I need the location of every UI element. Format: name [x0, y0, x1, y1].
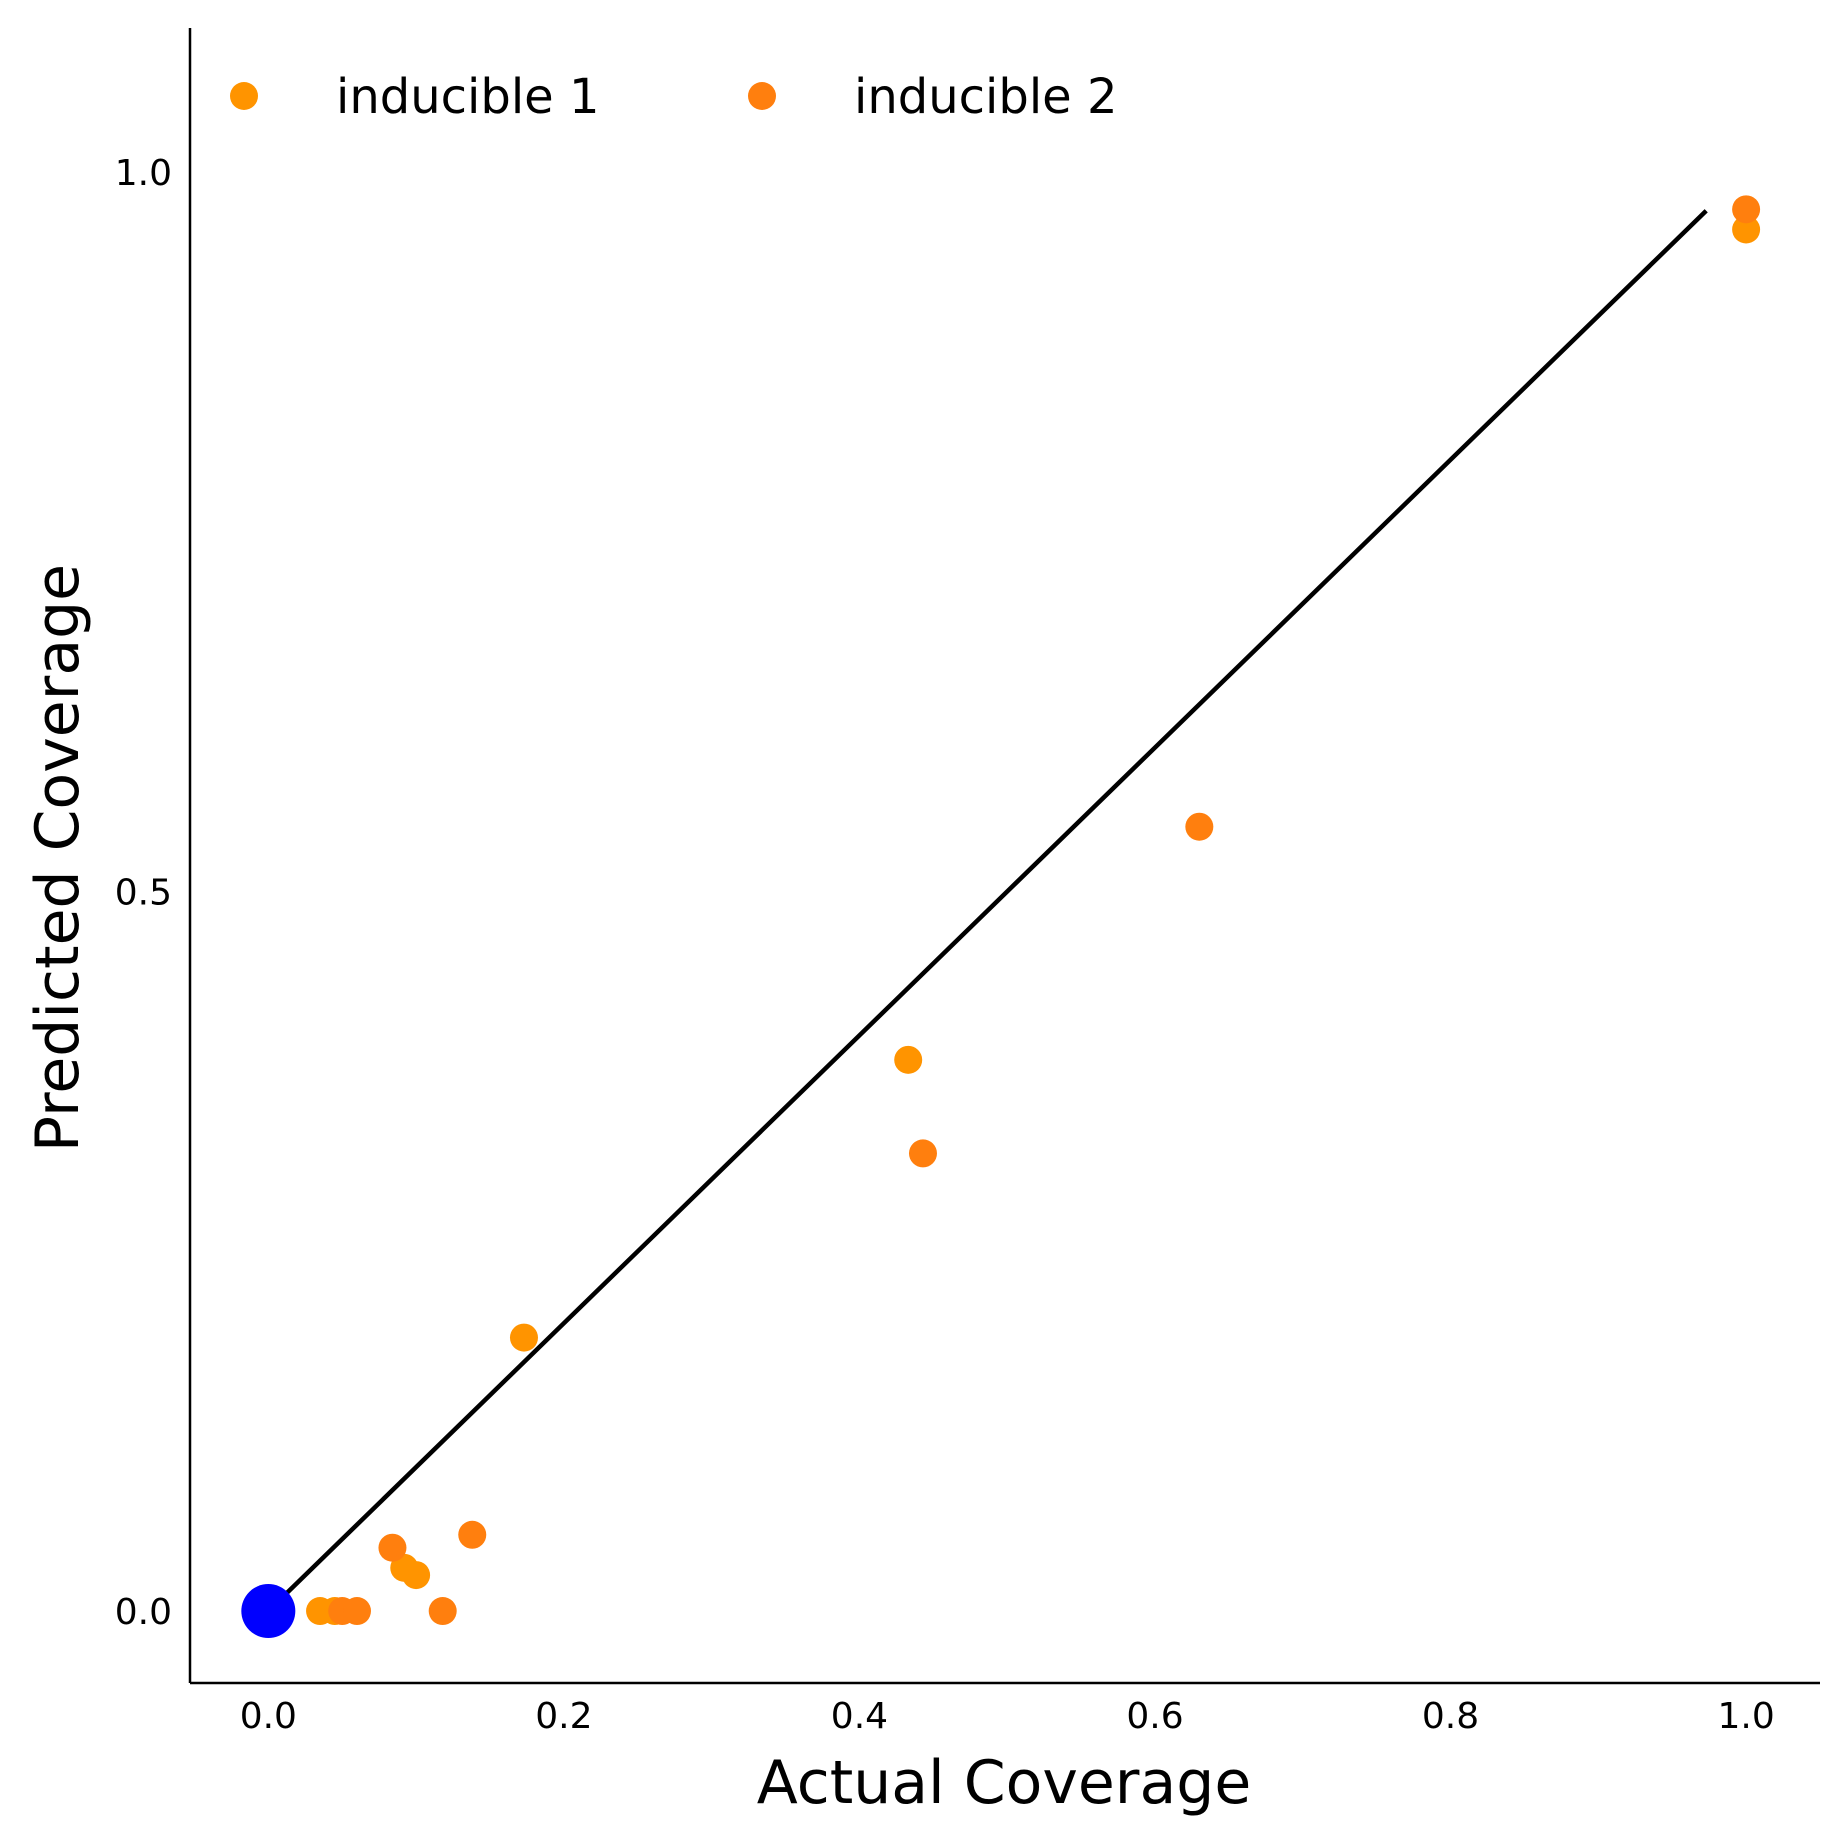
series-2-point: [1732, 195, 1761, 224]
y-tick-label: 0.5: [115, 872, 172, 913]
reference-line: [266, 209, 1708, 1613]
legend-marker: [748, 82, 776, 110]
series-2-point: [342, 1597, 371, 1626]
legend-label: inducible 1: [336, 69, 600, 125]
x-tick-label: 0.2: [535, 1696, 592, 1737]
x-tick-labels: 0.0 0.2 0.4 0.6 0.8 1.0: [240, 1696, 1775, 1737]
x-tick-label: 0.8: [1422, 1696, 1479, 1737]
series-2-point: [908, 1139, 937, 1168]
y-tick-labels: 0.0 0.5 1.0: [115, 153, 172, 1633]
series-1-point: [509, 1323, 538, 1352]
x-axis-label: Actual Coverage: [757, 1748, 1252, 1818]
reference-line-layer: [266, 209, 1708, 1613]
x-tick-label: 0.0: [240, 1696, 297, 1737]
x-tick-label: 1.0: [1717, 1696, 1774, 1737]
y-tick-label: 0.0: [115, 1592, 172, 1633]
origin-marker-point: [241, 1584, 296, 1639]
points-layer: [241, 195, 1761, 1639]
series-2-point: [428, 1597, 457, 1626]
series-1-point: [894, 1045, 923, 1074]
legend: inducible 1 inducible 2: [230, 69, 1118, 125]
x-tick-label: 0.4: [831, 1696, 888, 1737]
y-tick-label: 1.0: [115, 153, 172, 194]
x-tick-label: 0.6: [1126, 1696, 1183, 1737]
series-2-point: [1185, 812, 1214, 841]
series-1-point: [402, 1561, 431, 1590]
series-1-point: [1732, 215, 1761, 244]
series-2-point: [458, 1520, 487, 1549]
legend-marker: [230, 82, 258, 110]
axes: [188, 28, 1820, 1685]
legend-label: inducible 2: [854, 69, 1118, 125]
y-axis-label: Predicted Coverage: [23, 564, 93, 1152]
series-2-point: [378, 1533, 407, 1562]
